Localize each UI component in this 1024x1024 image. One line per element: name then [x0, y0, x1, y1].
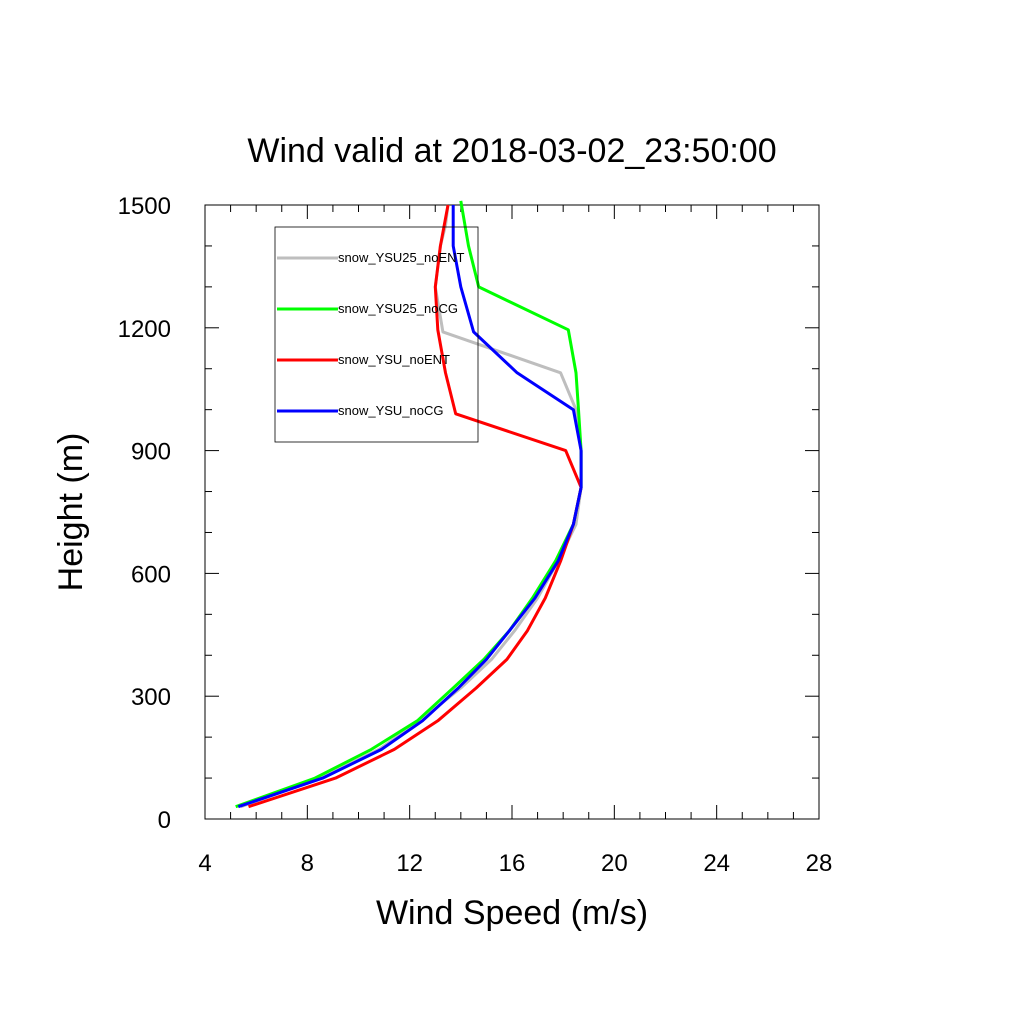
x-tick-label: 20 [601, 850, 628, 877]
x-tick-label: 16 [499, 850, 526, 877]
y-tick-label: 0 [158, 807, 171, 834]
y-tick-label: 1200 [118, 316, 171, 343]
y-tick-label: 300 [131, 684, 171, 711]
x-axis-label: Wind Speed (m/s) [376, 894, 648, 932]
x-tick-label: 8 [301, 850, 314, 877]
series-line-snow_YSU25_noENT [240, 204, 583, 809]
series-line-snow_YSU_noCG [237, 205, 583, 809]
plot-frame [204, 204, 820, 820]
legend-box [274, 226, 479, 443]
legend: snow_YSU25_noENT snow_YSU25_noCG snow_YSU_… [274, 226, 479, 443]
legend-label: snow_YSU_noCG [338, 403, 444, 418]
x-axis-ticks: 4 8 12 16 20 24 28 [198, 205, 832, 877]
x-tick-label: 12 [396, 850, 423, 877]
x-tick-label: 24 [703, 850, 730, 877]
legend-label: snow_YSU25_noCG [338, 301, 458, 316]
series-line-snow_YSU25_noCG [235, 200, 583, 809]
legend-label: snow_YSU25_noENT [338, 250, 465, 265]
series-line-snow_YSU_noENT [248, 204, 583, 809]
x-tick-label: 28 [806, 850, 833, 877]
x-tick-label: 4 [198, 850, 211, 877]
y-axis-label: Height (m) [52, 433, 90, 592]
y-tick-label: 900 [131, 439, 171, 466]
y-tick-label: 600 [131, 561, 171, 588]
y-axis-ticks: 0 300 600 900 1200 1500 [118, 193, 819, 834]
chart-title: Wind valid at 2018-03-02_23:50:00 [247, 132, 776, 170]
legend-label: snow_YSU_noENT [338, 352, 450, 367]
series-layer [235, 200, 583, 809]
y-tick-label: 1500 [118, 193, 171, 220]
